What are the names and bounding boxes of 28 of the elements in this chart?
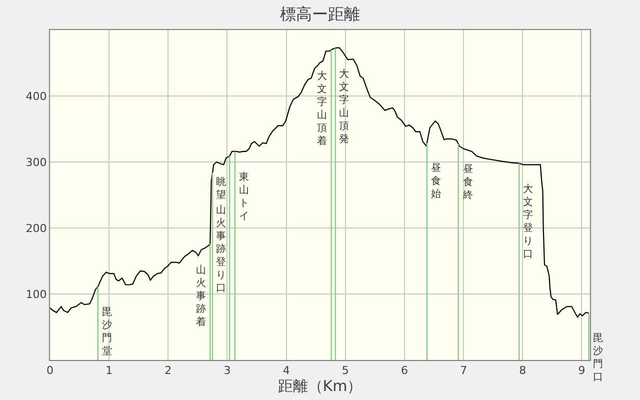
ref-line-label: 毘沙門堂 xyxy=(102,307,112,357)
chart-title: 標高ー距離 xyxy=(280,4,360,24)
x-tick-label: 3 xyxy=(224,364,231,378)
line-series xyxy=(50,47,590,318)
y-tick-label: 300 xyxy=(26,156,47,169)
ref-line-label: 東山トイ xyxy=(239,171,249,222)
y-tick-label: 400 xyxy=(26,90,47,103)
ref-line-label: 山火事跡着 xyxy=(196,264,206,328)
x-tick-label: 5 xyxy=(342,364,349,378)
x-tick-label: 4 xyxy=(282,364,290,378)
y-tick-label: 100 xyxy=(26,288,47,301)
x-axis-title: 距離（Km） xyxy=(278,377,362,396)
ref-line-label: 大文字山頂着 xyxy=(317,70,327,147)
x-tick-label: 7 xyxy=(460,364,468,378)
ref-line-label: 大文字山頂発 xyxy=(339,68,349,145)
x-tick-label: 9 xyxy=(578,364,586,378)
ref-line-label: 眺望 xyxy=(216,176,226,201)
x-tick-label: 1 xyxy=(106,364,113,378)
ref-line-label: 昼食終 xyxy=(462,164,473,201)
ref-line-label: 大文字登り口 xyxy=(523,183,533,260)
ref-line-label: 昼食始 xyxy=(431,163,441,200)
x-tick-label: 2 xyxy=(164,364,172,378)
ref-line-label: 毘沙門口 xyxy=(593,333,603,383)
y-tick-label: 200 xyxy=(26,222,47,235)
x-tick-label: 6 xyxy=(400,364,408,378)
ref-line-label: 山火事跡登り口 xyxy=(216,204,226,294)
x-tick-label: 8 xyxy=(519,364,526,378)
x-tick-label: 0 xyxy=(46,364,54,378)
